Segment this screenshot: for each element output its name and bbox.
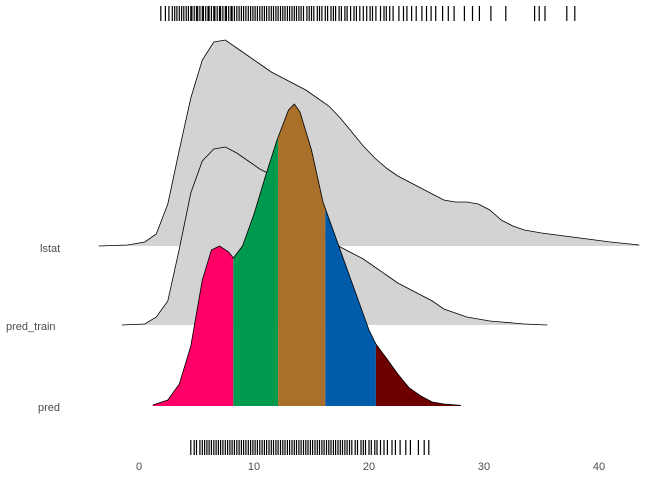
x-tick-label: 40 (593, 461, 605, 473)
density-quantile-pred-1 (152, 246, 234, 406)
row-label-lstat: lstat (40, 243, 60, 255)
density-quantile-pred-4 (325, 208, 376, 406)
x-tick-label: 30 (478, 461, 490, 473)
density-quantile-pred-3 (278, 104, 326, 406)
density-outline-pred (152, 103, 462, 406)
x-tick-label: 0 (136, 461, 142, 473)
x-axis: 0 10 20 30 40 (136, 461, 605, 473)
row-label-pred-train: pred_train (6, 321, 56, 333)
density-area-lstat (98, 40, 640, 246)
row-label-pred: pred (38, 402, 60, 414)
ridges-layer (98, 39, 640, 406)
rug-bottom (190, 440, 430, 455)
density-quantile-pred-5 (375, 344, 461, 406)
rug-top (160, 6, 576, 21)
category-labels: lstat pred_train pred (6, 243, 60, 414)
density-quantile-pred-2 (233, 137, 279, 406)
x-tick-label: 10 (248, 461, 260, 473)
density-outline-lstat (98, 39, 640, 247)
x-tick-label: 20 (363, 461, 375, 473)
